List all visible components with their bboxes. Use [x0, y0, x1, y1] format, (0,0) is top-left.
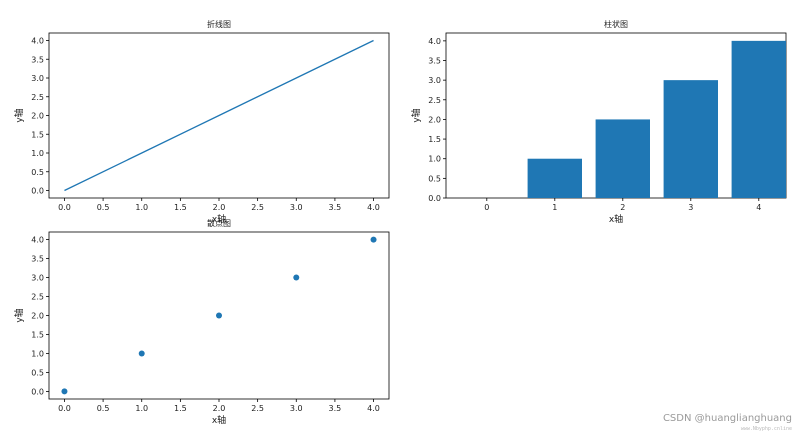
y-axis-label: y轴 — [13, 308, 25, 322]
x-tick-label: 0.5 — [97, 203, 110, 212]
x-axis-label: x轴 — [212, 213, 226, 225]
y-tick-label: 2.0 — [428, 115, 441, 124]
x-tick-label: 0 — [484, 203, 489, 212]
y-tick-label: 1.0 — [31, 149, 44, 158]
scatter-point — [370, 236, 377, 243]
y-tick-label: 0.5 — [31, 368, 44, 377]
y-tick-label: 2.5 — [428, 96, 441, 105]
y-tick-label: 4.0 — [31, 37, 44, 46]
scatter-point — [138, 350, 145, 357]
bar-chart-panel: 柱状图 0.0 0.5 1.0 1.5 2.0 2.5 3.0 3.5 4.0 0 1 2 3 4 x轴 y轴 — [410, 19, 787, 225]
y-axis-label: y轴 — [410, 108, 422, 122]
y-tick-label: 4.0 — [428, 37, 441, 46]
line-chart-panel: 折线图 0.0 0.5 1.0 1.5 2.0 2.5 3.0 3.5 4.0 0.0 0.5 1.0 1… — [13, 19, 390, 225]
y-tick-label: 2.5 — [31, 93, 44, 102]
x-tick-label: 3.0 — [290, 404, 303, 413]
bar — [595, 119, 650, 198]
scatter-chart-panel: 散点图 0.0 0.5 1.0 1.5 2.0 2.5 3.0 3.5 4.0 0.0 0.5 1.0 1… — [13, 218, 390, 426]
watermark-text: CSDN @huanglianghuang — [662, 413, 792, 424]
x-tick-label: 2.5 — [251, 404, 264, 413]
y-tick-label: 1.5 — [428, 135, 441, 144]
y-tick-label: 0.0 — [31, 187, 44, 196]
x-tick-label: 1.0 — [135, 404, 148, 413]
x-tick-label: 1 — [552, 203, 557, 212]
x-tick-label: 4.0 — [367, 203, 380, 212]
y-tick-label: 3.0 — [428, 76, 441, 85]
chart-title: 散点图 — [207, 218, 231, 228]
y-tick-label: 0.5 — [31, 168, 44, 177]
x-tick-label: 2.5 — [251, 203, 264, 212]
y-tick-label: 2.0 — [31, 112, 44, 121]
x-tick-label: 3.0 — [290, 203, 303, 212]
y-tick-label: 0.5 — [428, 174, 441, 183]
x-tick-label: 1.0 — [135, 203, 148, 212]
y-tick-label: 3.0 — [31, 274, 44, 283]
x-tick-label: 0.5 — [97, 404, 110, 413]
x-tick-label: 3.5 — [329, 404, 342, 413]
x-tick-label: 3 — [688, 203, 693, 212]
y-tick-label: 4.0 — [31, 236, 44, 245]
x-tick-label: 1.5 — [174, 203, 187, 212]
x-tick-label: 4.0 — [367, 404, 380, 413]
scatter-point — [216, 312, 222, 319]
series-line — [64, 39, 374, 192]
watermark-small-text: www.Nbyphp.cnline — [740, 426, 792, 432]
y-tick-label: 3.0 — [31, 74, 44, 83]
y-tick-label: 1.5 — [31, 130, 44, 139]
y-tick-label: 1.0 — [428, 155, 441, 164]
y-tick-label: 3.5 — [31, 55, 44, 64]
bar — [527, 158, 582, 198]
x-tick-label: 3.5 — [329, 203, 342, 212]
chart-title: 柱状图 — [604, 19, 628, 29]
y-tick-label: 3.5 — [31, 255, 44, 264]
y-tick-label: 1.5 — [31, 330, 44, 339]
x-axis-label: x轴 — [609, 213, 623, 225]
x-tick-label: 0.0 — [58, 203, 71, 212]
y-tick-label: 2.0 — [31, 312, 44, 321]
chart-title: 折线图 — [207, 19, 231, 29]
x-tick-label: 2.0 — [213, 404, 226, 413]
y-tick-label: 2.5 — [31, 293, 44, 302]
y-tick-label: 3.5 — [428, 57, 441, 66]
scatter-point — [293, 274, 300, 281]
x-tick-label: 4 — [756, 203, 761, 212]
scatter-point — [61, 388, 68, 395]
x-tick-label: 2 — [620, 203, 625, 212]
bar — [663, 80, 718, 198]
x-tick-label: 1.5 — [174, 404, 187, 413]
x-tick-label: 0.0 — [58, 404, 71, 413]
bar — [731, 40, 786, 198]
x-axis-label: x轴 — [212, 414, 226, 426]
x-tick-label: 2.0 — [213, 203, 226, 212]
y-tick-label: 0.0 — [31, 387, 44, 396]
y-tick-label: 1.0 — [31, 349, 44, 358]
y-tick-label: 0.0 — [428, 194, 441, 203]
y-axis-label: y轴 — [13, 108, 25, 122]
